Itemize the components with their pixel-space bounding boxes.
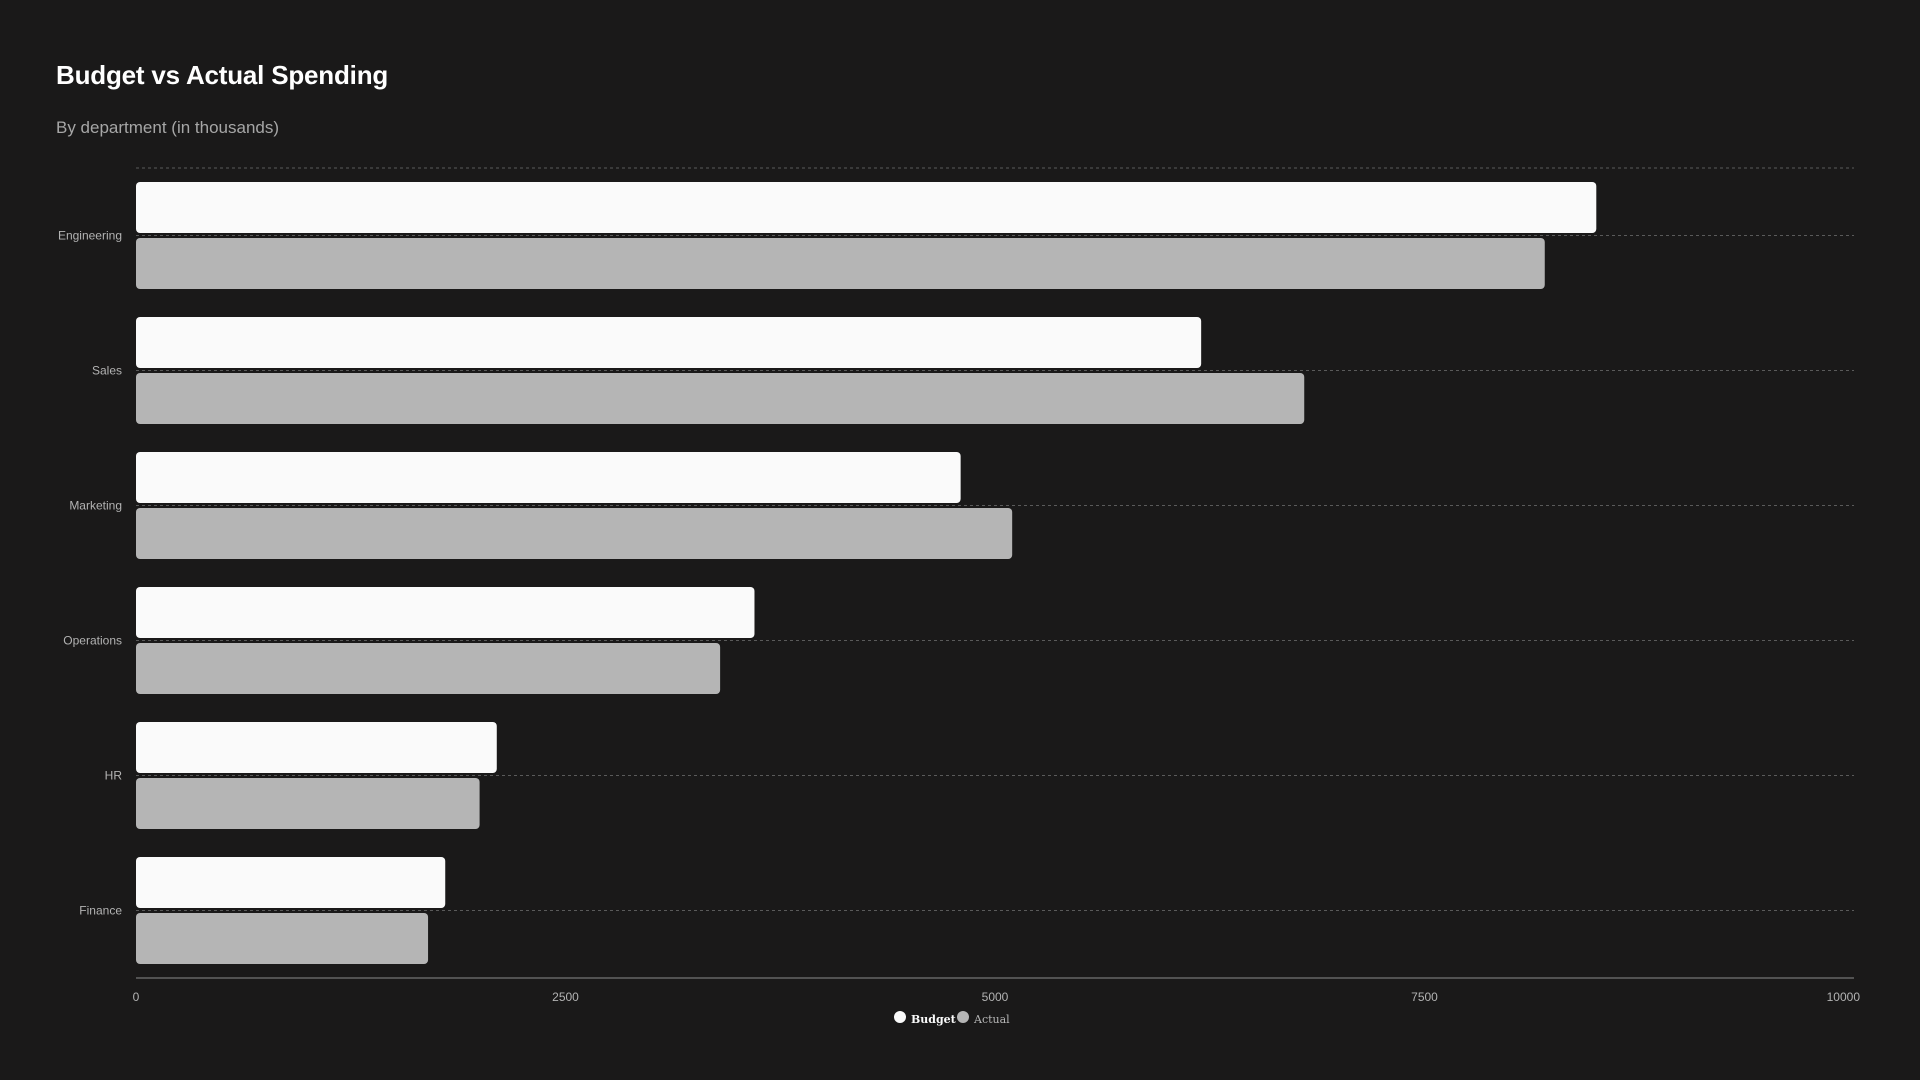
bar-budget-engineering [136, 182, 1597, 233]
bar-actual-operations [136, 643, 721, 694]
chart-subtitle: By department (in thousands) [56, 118, 280, 137]
legend-swatch-actual [957, 1011, 969, 1023]
bar-actual-sales [136, 373, 1305, 424]
legend-label-budget: Budget [911, 1013, 957, 1026]
bar-actual-hr [136, 778, 480, 829]
legend-swatch-budget [894, 1011, 906, 1023]
category-label: HR [105, 769, 123, 783]
chart-title: Budget vs Actual Spending [56, 60, 389, 90]
legend-label-actual: Actual [973, 1013, 1010, 1026]
bar-actual-finance [136, 913, 429, 964]
x-tick-label: 0 [133, 990, 140, 1004]
bar-budget-finance [136, 857, 446, 908]
category-label: Sales [92, 364, 122, 378]
bar-actual-engineering [136, 238, 1545, 289]
bar-actual-marketing [136, 508, 1013, 559]
category-label: Engineering [58, 229, 122, 243]
category-label: Finance [79, 904, 122, 918]
x-tick-label: 5000 [982, 990, 1009, 1004]
bar-budget-hr [136, 722, 497, 773]
category-label: Marketing [69, 499, 122, 513]
category-label: Operations [63, 634, 122, 648]
bar-budget-operations [136, 587, 755, 638]
bar-budget-marketing [136, 452, 961, 503]
x-tick-label: 7500 [1411, 990, 1438, 1004]
x-tick-label: 2500 [552, 990, 579, 1004]
bar-budget-sales [136, 317, 1202, 368]
x-tick-label: 10000 [1827, 990, 1861, 1004]
